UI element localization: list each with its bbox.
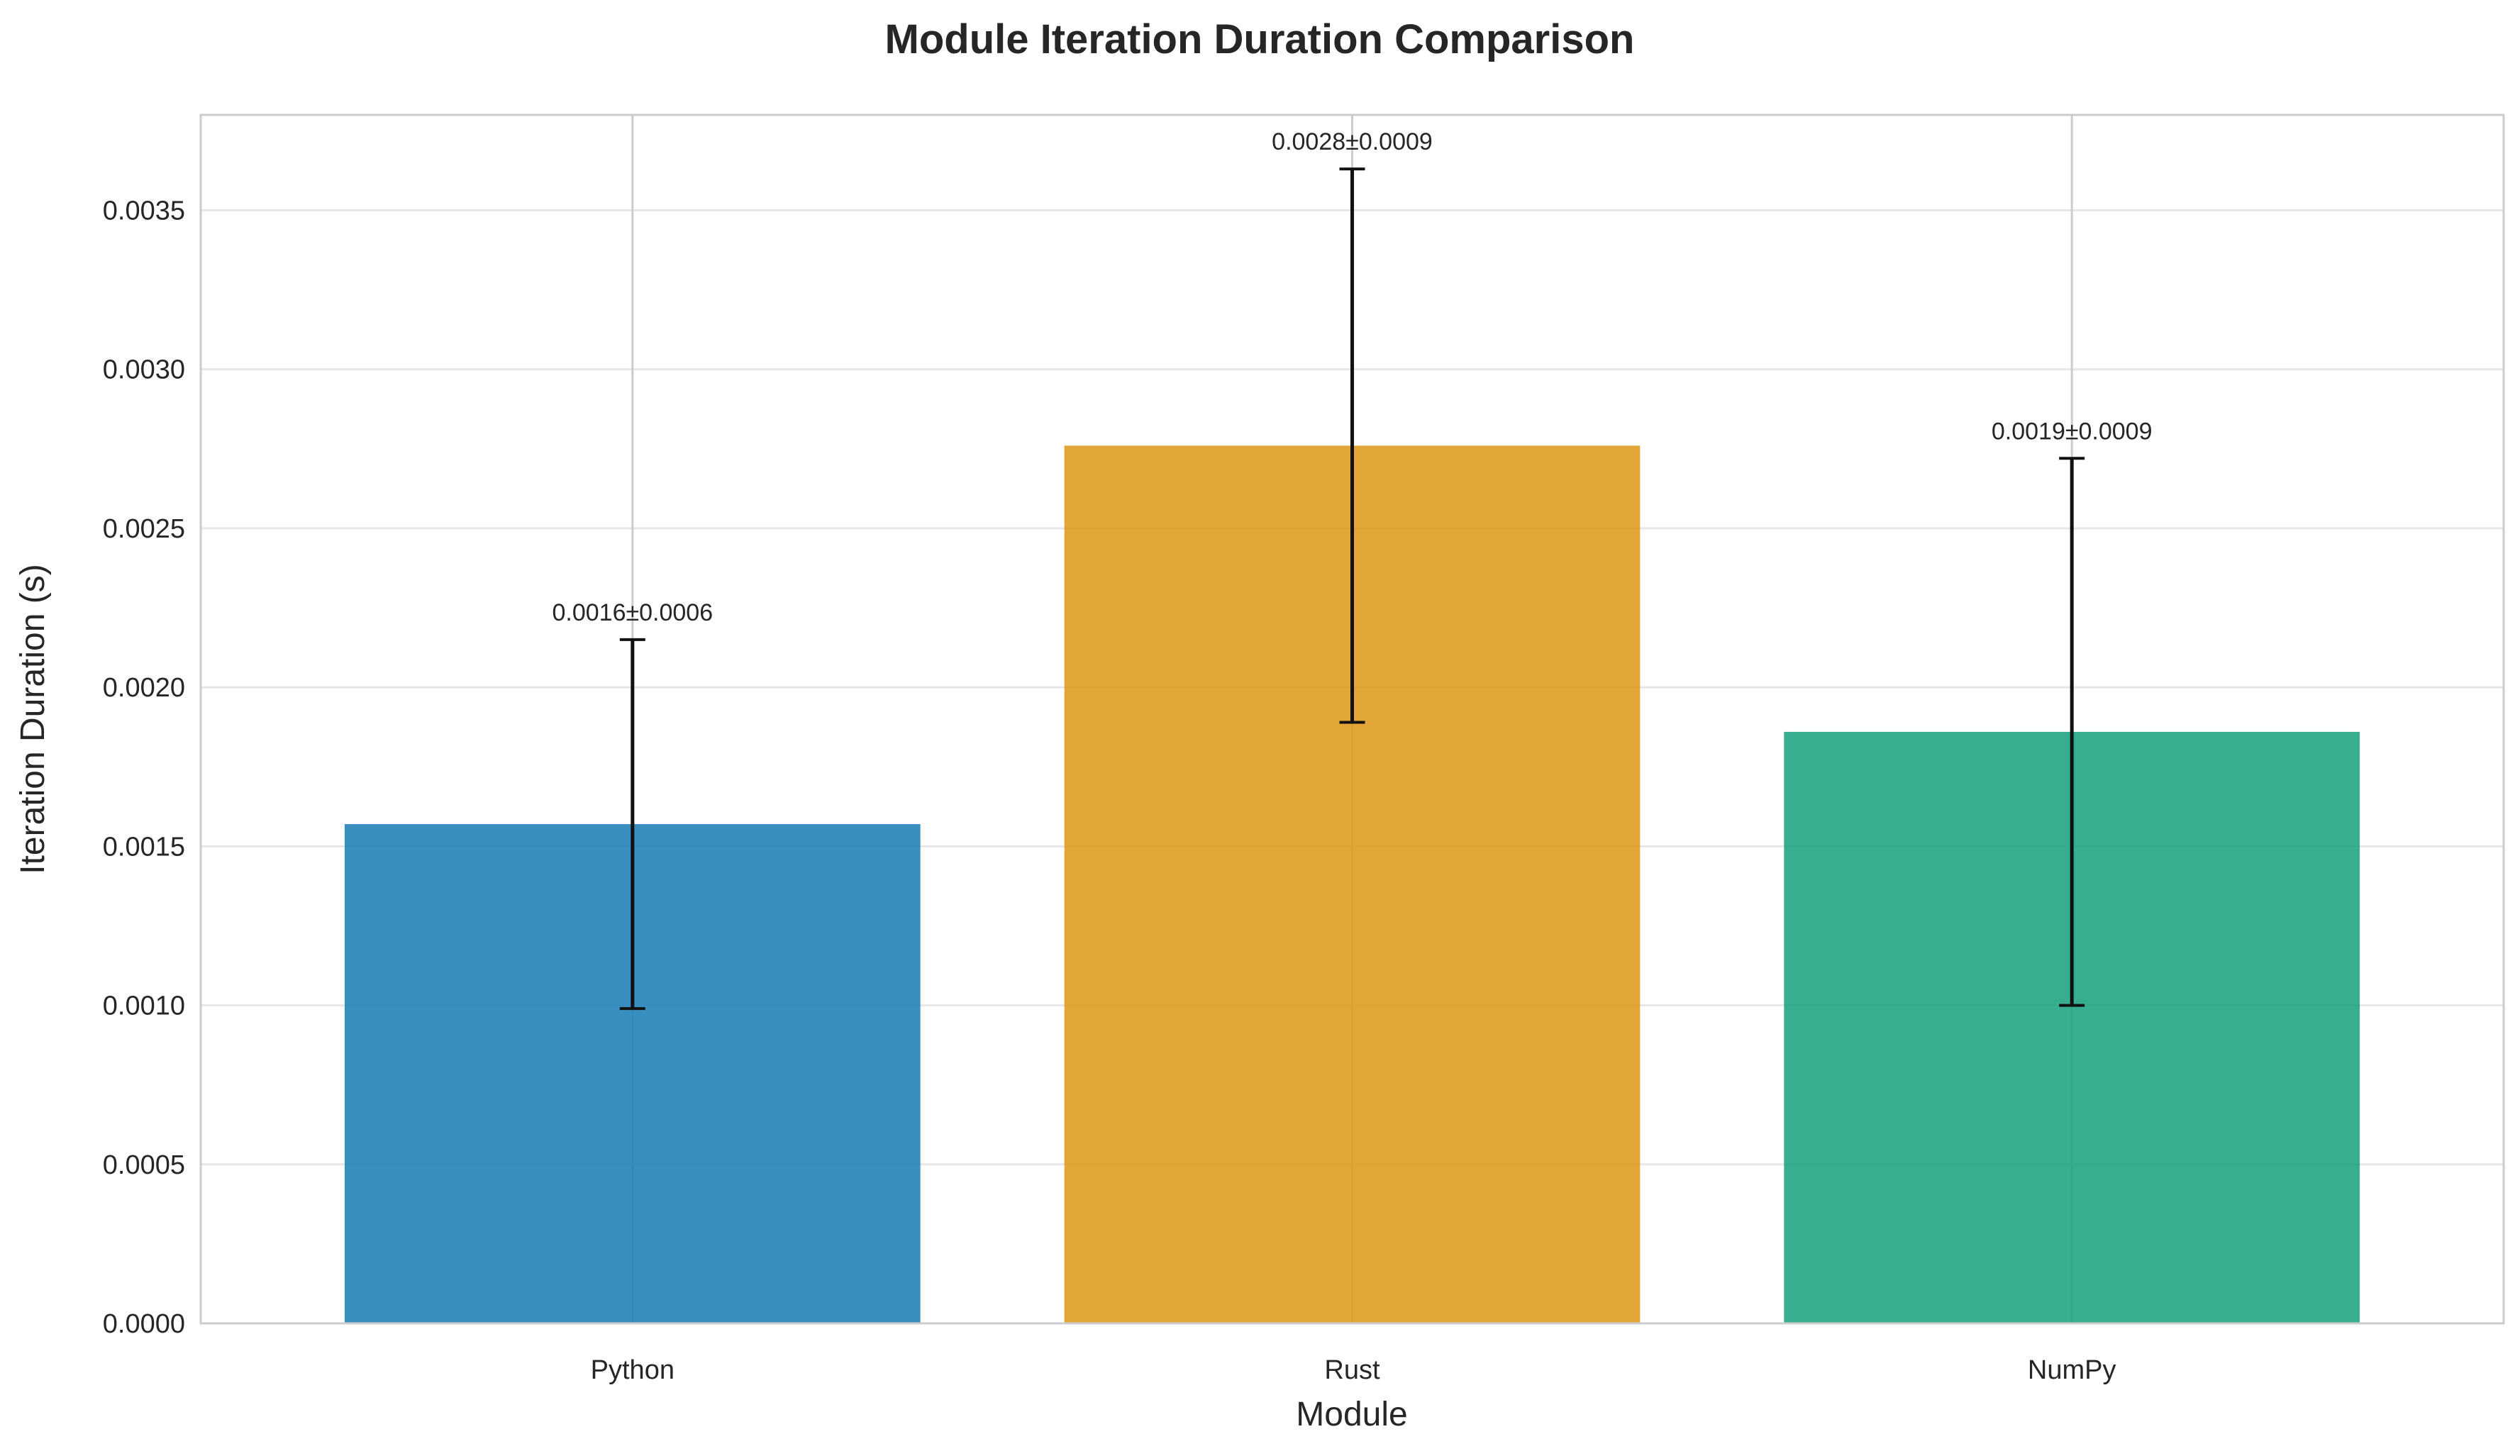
y-tick-label: 0.0025 (103, 514, 185, 544)
data-label: 0.0016±0.0006 (552, 599, 713, 626)
y-tick-label: 0.0000 (103, 1309, 185, 1339)
plot-frame (199, 113, 2505, 1325)
y-tick-label: 0.0015 (103, 832, 185, 862)
y-axis-label: Iteration Duration (s) (14, 564, 52, 874)
data-label: 0.0028±0.0009 (1272, 128, 1433, 155)
data-label: 0.0019±0.0009 (1992, 418, 2153, 445)
x-tick-label: NumPy (2028, 1355, 2116, 1385)
y-tick-label: 0.0005 (103, 1150, 185, 1180)
y-tick-label: 0.0030 (103, 355, 185, 385)
x-tick-label: Python (591, 1355, 675, 1385)
y-tick-label: 0.0010 (103, 991, 185, 1021)
y-tick-label: 0.0020 (103, 673, 185, 703)
error-bars (619, 167, 2085, 1011)
chart-title: Module Iteration Duration Comparison (885, 16, 1635, 62)
x-tick-label: Rust (1324, 1355, 1380, 1385)
y-tick-label: 0.0035 (103, 196, 185, 226)
x-axis-label: Module (1296, 1396, 1407, 1433)
tick-labels: 0.0000 0.0005 0.0010 0.0015 0.0020 0.0025 0.00… (103, 196, 2116, 1385)
data-labels: 0.0016±0.0006 0.0028±0.0009 0.0019±0.0009 (552, 128, 2152, 626)
